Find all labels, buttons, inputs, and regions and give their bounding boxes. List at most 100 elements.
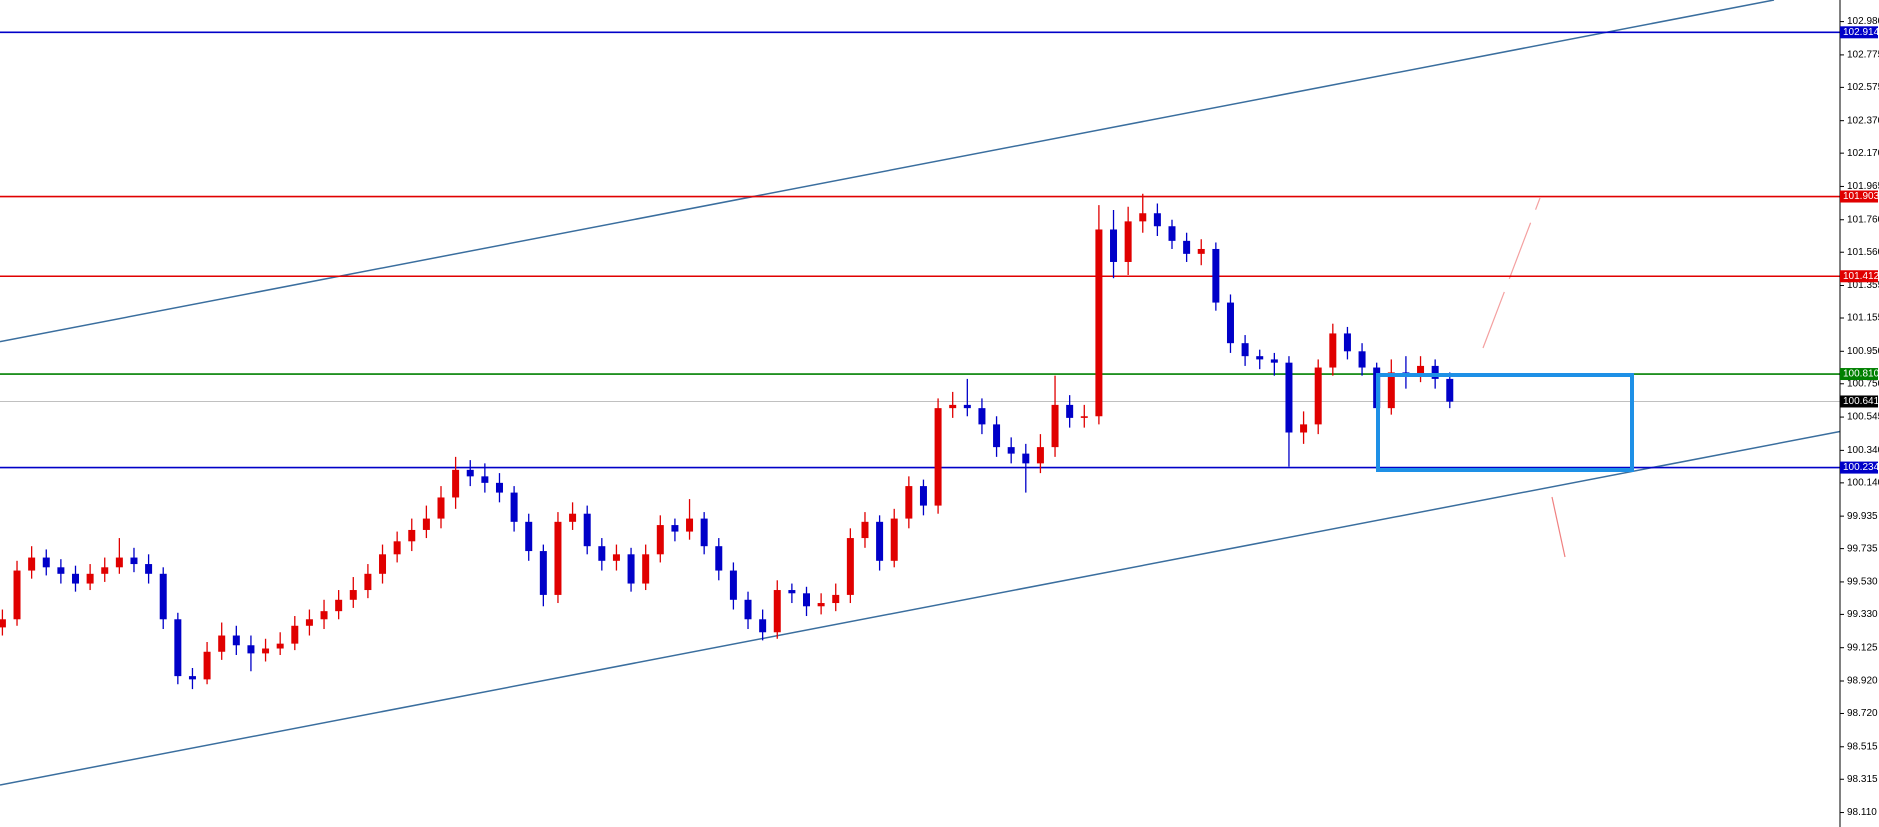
candle-body [1153,213,1161,227]
candle-body [335,599,343,612]
y-tick-label: 98.315 [1847,774,1878,785]
candle-body [130,557,138,565]
candle-body [554,521,562,595]
candle-body [1036,447,1044,464]
price-level-tag [1840,461,1878,474]
candle-body [291,625,299,644]
candle-body [569,513,577,522]
y-tick-label: 101.355 [1847,280,1879,291]
candle-body [422,518,430,530]
candle-body [1329,333,1337,368]
candle-body [305,619,313,626]
y-tick-label: 99.125 [1847,642,1878,653]
candle-body [788,590,796,594]
candle-body [188,676,196,680]
candle-body [686,518,694,532]
y-tick-label: 98.110 [1847,807,1877,818]
y-tick-label: 99.330 [1847,609,1878,620]
candle-body [1183,240,1191,254]
y-tick-label: 99.935 [1847,511,1878,522]
candle-body [115,557,123,568]
candle-body [393,541,401,555]
y-tick-label: 101.760 [1847,214,1879,225]
y-tick-label: 100.340 [1847,445,1879,456]
candle-body [934,408,942,506]
candle-body [525,521,533,552]
candle-body [320,611,328,620]
price-level-label: 101.412 [1843,271,1879,282]
y-tick-label: 102.170 [1847,148,1879,159]
candle-body [1080,416,1088,418]
price-level-label: 100.641 [1843,396,1879,407]
candle-body [57,567,65,574]
candle-body [627,554,635,584]
y-tick-label: 101.560 [1847,247,1879,258]
candle-body [846,538,854,595]
candle-body [744,599,752,620]
candle-body [481,476,489,483]
candle-body [759,619,767,633]
candle-body [642,554,650,584]
range-box [1376,373,1634,472]
candle-body [203,651,211,680]
candle-body [349,590,357,600]
y-tick-label: 101.965 [1847,181,1879,192]
candle-body [466,469,474,477]
candle-body [408,529,416,542]
candle-body [1314,367,1322,425]
price-level-tag [1840,368,1878,381]
candle-body [495,482,503,493]
candle-body [832,594,840,604]
y-tick-label: 100.950 [1847,346,1879,357]
y-tick-label: 99.735 [1847,543,1878,554]
candle-body [1417,365,1425,376]
candle-body [1197,248,1205,254]
trend-line [0,0,1775,343]
candle-body [1285,362,1293,433]
candle-body [1241,343,1249,357]
candle-body [700,518,708,547]
candle-body [218,635,226,652]
candle-body [583,513,591,547]
candle-body [671,525,679,532]
candle-body [13,570,21,620]
price-level-label: 100.810 [1843,369,1879,380]
price-level-label: 100.234 [1843,462,1879,473]
candle-body [876,521,884,561]
candle-body [1343,333,1351,352]
price-level-tag [1840,26,1878,39]
candle-body [1168,226,1176,241]
candle-body [437,497,445,519]
candle-body [1124,221,1132,262]
y-tick-label: 102.775 [1847,50,1879,61]
candle-body [1226,302,1234,344]
candle-body [1446,378,1454,402]
y-tick-label: 98.920 [1847,676,1878,687]
candle-body [905,486,913,519]
candle-body [1007,447,1015,454]
candle-body [72,573,79,584]
candle-body [1110,229,1118,262]
candle-body [978,408,986,425]
candle-body [1358,351,1366,368]
y-tick-label: 98.720 [1847,708,1878,719]
candle-body [1212,248,1220,303]
y-tick-label: 101.155 [1847,313,1879,324]
candle-body [174,619,182,677]
candle-body [861,521,869,539]
y-tick-label: 99.530 [1847,577,1878,588]
trend-line [0,430,1841,786]
candle-body [0,619,6,628]
candle-body [1022,453,1030,464]
candle-body [28,557,36,571]
price-level-label: 102.914 [1843,27,1879,38]
candle-body [1095,229,1103,417]
candle-body [1387,372,1395,409]
candle-body [101,567,109,574]
candle-body [715,546,723,571]
candle-body [42,557,50,568]
candle-body [379,554,387,574]
price-level-label: 101.903 [1843,191,1879,202]
candle-body [364,573,372,591]
price-level-tag [1840,190,1878,203]
